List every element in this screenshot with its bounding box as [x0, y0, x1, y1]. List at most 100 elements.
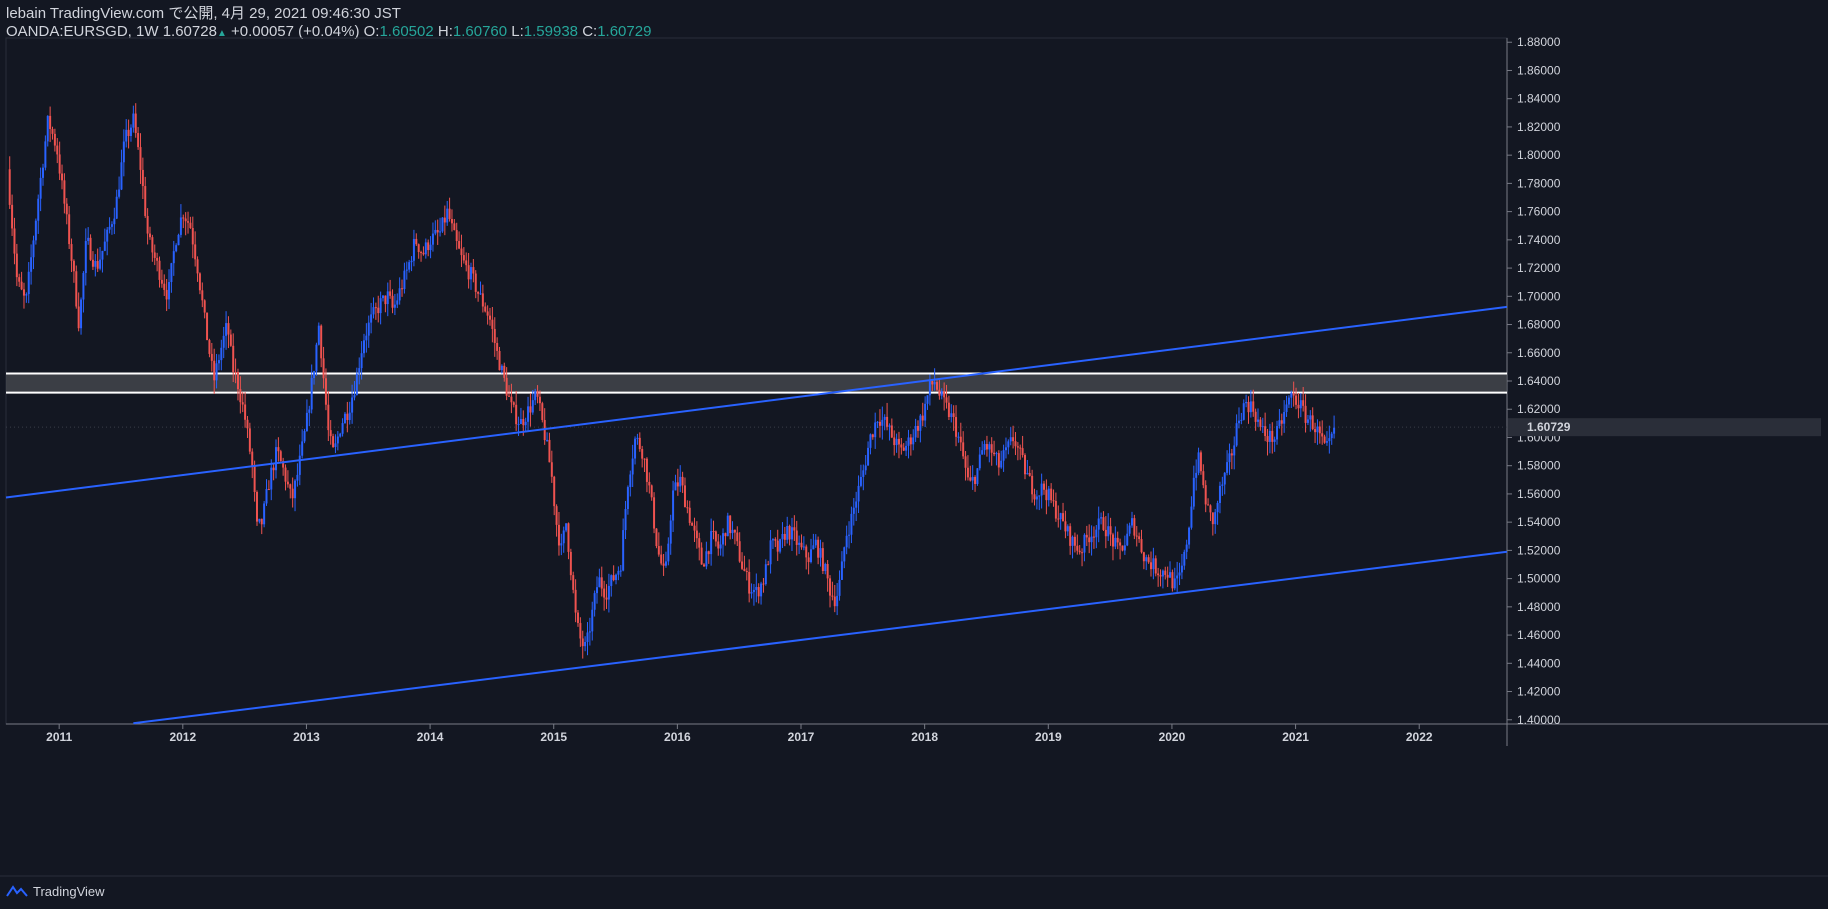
candle-body	[1016, 446, 1019, 448]
candle-body	[220, 347, 223, 361]
symbol-text[interactable]: OANDA:EURSGD, 1W	[6, 23, 159, 40]
candle-body	[764, 564, 767, 585]
candle-body	[962, 442, 965, 457]
candle-body	[296, 474, 299, 481]
candle-body	[541, 403, 544, 420]
low-label: L:	[511, 23, 524, 40]
candle-body	[850, 513, 853, 535]
candle-body	[1062, 513, 1065, 522]
candle-body	[867, 447, 870, 466]
candle-body	[517, 424, 520, 426]
symbol-line: OANDA:EURSGD, 1W 1.60728▲ +0.00057 (+0.0…	[6, 23, 1828, 42]
candle-body	[101, 250, 104, 260]
candle-body	[343, 413, 346, 424]
candle-body	[11, 204, 14, 229]
candle-body	[201, 290, 204, 301]
candle-body	[213, 360, 216, 381]
candle-body	[260, 518, 263, 525]
candle-body	[377, 307, 380, 314]
candle-body	[25, 294, 28, 296]
candle-body	[253, 465, 256, 492]
candle-body	[1152, 558, 1155, 570]
candle-body	[32, 240, 35, 258]
candle-body	[676, 482, 679, 487]
price-tick-label: 1.58000	[1517, 459, 1561, 473]
tradingview-footer[interactable]: TradingView	[6, 881, 105, 901]
candle-body	[1171, 572, 1174, 589]
candle-body	[669, 520, 672, 544]
candle-body	[510, 396, 513, 403]
candle-body	[964, 456, 967, 468]
candle-body	[624, 509, 627, 531]
price-tick-label: 1.64000	[1517, 374, 1561, 388]
candle-body	[30, 257, 33, 272]
candle-body	[955, 417, 958, 437]
candle-body	[1292, 392, 1295, 396]
candle-body	[529, 406, 532, 413]
candle-body	[477, 291, 480, 294]
candle-body	[1190, 506, 1193, 528]
candle-body	[103, 241, 106, 251]
candle-body	[1031, 475, 1034, 495]
candle-body	[229, 334, 232, 346]
candle-body	[324, 378, 327, 405]
candle-body	[705, 551, 708, 567]
candle-body	[382, 295, 385, 299]
candle-body	[341, 423, 344, 434]
candle-body	[160, 279, 163, 284]
candle-body	[168, 282, 171, 300]
candle-body	[217, 360, 220, 364]
time-tick-label: 2016	[664, 730, 691, 744]
candle-body	[738, 541, 741, 562]
candle-body	[1230, 453, 1233, 456]
time-axis[interactable]: 2011 2012 2013 2014 2015 2016 2017 2018 2019 2020…	[46, 724, 1433, 744]
candle-body	[1107, 526, 1110, 537]
candle-body	[329, 430, 332, 437]
candle-body	[710, 531, 713, 555]
price-tick-label: 1.68000	[1517, 318, 1561, 332]
candle-body	[1012, 437, 1015, 442]
candle-body	[1109, 526, 1112, 535]
candle-body	[1104, 529, 1107, 537]
candle-body	[795, 530, 798, 545]
candle-body	[232, 345, 235, 372]
candle-body	[77, 306, 80, 329]
resistance-zone[interactable]	[6, 372, 1507, 394]
candle-body	[924, 403, 927, 421]
price-tick-label: 1.88000	[1517, 35, 1561, 49]
candle-body	[436, 229, 439, 233]
candle-body	[346, 413, 349, 421]
candle-body	[536, 391, 539, 397]
candle-body	[284, 467, 287, 482]
trendlines[interactable]	[5, 305, 1508, 725]
candle-body	[667, 543, 670, 562]
candle-body	[774, 539, 777, 541]
candle-body	[1216, 502, 1219, 513]
up-arrow-icon: ▲	[216, 28, 227, 39]
candle-body	[327, 404, 330, 431]
candle-body	[802, 546, 805, 548]
candle-body	[783, 533, 786, 540]
candle-body	[241, 402, 244, 405]
candle-body	[469, 267, 472, 280]
candle-body	[417, 244, 420, 253]
candle-body	[755, 587, 758, 590]
candle-body	[562, 530, 565, 544]
candle-body	[13, 228, 16, 254]
candle-body	[881, 419, 884, 426]
candle-body	[1057, 518, 1060, 520]
candle-body	[332, 436, 335, 447]
candle-body	[1133, 518, 1136, 536]
candle-body	[895, 438, 898, 446]
candle-body	[89, 237, 92, 260]
candle-body	[741, 561, 744, 569]
candle-body	[1126, 533, 1129, 546]
candle-body	[391, 295, 394, 308]
price-axis[interactable]: 1.40000 1.42000 1.44000 1.46000 1.48000 1.500…	[1507, 35, 1821, 727]
candle-body	[75, 271, 78, 307]
candle-body	[674, 482, 677, 491]
candle-body	[776, 540, 779, 552]
candle-body	[320, 325, 323, 359]
zone-fill	[6, 373, 1507, 393]
